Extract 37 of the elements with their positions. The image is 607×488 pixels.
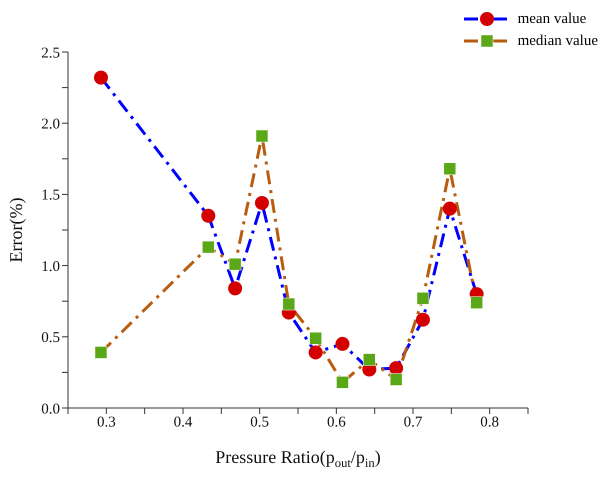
legend-label: median value xyxy=(518,32,598,50)
point xyxy=(94,346,108,359)
point xyxy=(444,162,456,176)
y-tick-label: 0.5 xyxy=(41,330,60,346)
x-tick-label: 0.6 xyxy=(326,414,346,431)
point xyxy=(94,70,108,85)
point xyxy=(228,281,242,296)
point xyxy=(202,240,215,254)
point xyxy=(363,353,376,366)
x-axis-title: Pressure Ratio(p$_{out}$/p$_{in}$) xyxy=(215,447,381,470)
point xyxy=(470,296,483,309)
point xyxy=(390,373,402,386)
y-tick-label: 1.0 xyxy=(41,258,60,275)
point xyxy=(308,345,323,360)
x-tick-label: 0.7 xyxy=(404,414,423,431)
x-tick-label: 0.8 xyxy=(480,414,500,431)
y-axis-title: Error(%) xyxy=(6,198,26,262)
point xyxy=(254,196,269,210)
x-tick-label: 0.5 xyxy=(250,414,270,431)
point xyxy=(416,292,430,305)
point xyxy=(309,332,322,344)
legend-label: mean value xyxy=(518,10,586,28)
point xyxy=(282,298,296,310)
point xyxy=(228,258,242,270)
point xyxy=(442,202,457,216)
y-tick-label: 0.0 xyxy=(41,401,60,418)
point xyxy=(256,130,268,142)
y-tick-label: 2.5 xyxy=(41,45,60,62)
point xyxy=(416,312,430,327)
point xyxy=(336,376,349,389)
point xyxy=(389,361,404,376)
y-tick-label: 1.5 xyxy=(41,188,60,204)
point xyxy=(335,336,350,351)
point xyxy=(201,208,216,223)
y-tick-label: 2.0 xyxy=(41,116,60,133)
x-tick-label: 0.3 xyxy=(96,414,116,431)
x-tick-label: 0.4 xyxy=(174,414,193,431)
